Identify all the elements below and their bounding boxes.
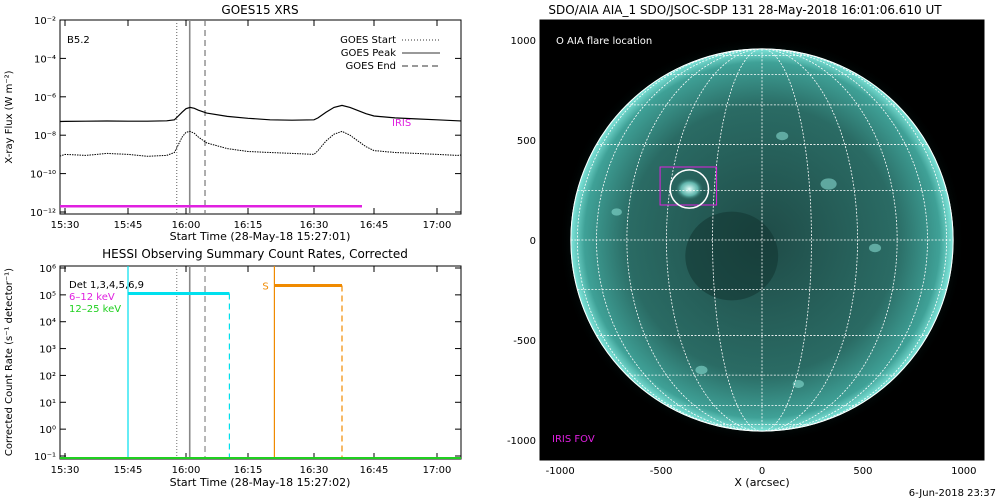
hessi-segment-label: S (262, 281, 268, 292)
legend-goes-peak-label: GOES Peak (341, 48, 396, 59)
hessi-y-label: Corrected Count Rate (s⁻¹ detector⁻¹) (4, 268, 15, 456)
aia-x-label: X (arcsec) (734, 476, 789, 489)
goes-y-axis: 10⁻¹² 10⁻¹⁰ 10⁻⁸ 10⁻⁶ 10⁻⁴ 10⁻² (30, 16, 461, 219)
x-tick-label: 17:00 (423, 465, 452, 476)
hessi-plot-frame (59, 265, 462, 460)
y-tick-label: 10⁵ (39, 291, 56, 302)
y-tick-label: 10⁻² (34, 16, 56, 27)
goes-event-lines (176, 20, 206, 214)
y-tick-label: 10⁻¹ (34, 452, 56, 463)
goes-y-label: X-ray Flux (W m⁻²) (4, 70, 15, 163)
aia-footer-timestamp: 6-Jun-2018 23:37 (909, 488, 996, 499)
flare-brightening (675, 177, 704, 201)
goes-legend: GOES Start GOES Peak GOES End (340, 35, 440, 72)
active-region (792, 380, 804, 388)
aia-x-tick-label: -1000 (546, 466, 575, 477)
goes-panel: GOES15 XRS 15:30 15:45 16:00 16:15 16:30 16:4… (4, 3, 462, 243)
aia-y-tick-label: -500 (513, 336, 536, 347)
y-tick-label: 10⁻¹⁰ (30, 170, 56, 181)
active-region (868, 243, 882, 253)
y-tick-label: 10² (39, 371, 56, 382)
y-tick-label: 10³ (39, 345, 56, 356)
x-tick-label: 15:45 (114, 220, 143, 231)
hessi-y-axis: 10⁻¹ 10⁰ 10¹ 10² 10³ 10⁴ 10⁵ 10⁶ (34, 264, 461, 463)
hessi-legend-title: Det 1,3,4,5,6,9 (69, 280, 144, 291)
x-tick-label: 16:15 (234, 220, 263, 231)
x-tick-label: 15:45 (114, 465, 143, 476)
aia-iris-fov-box (659, 166, 718, 206)
x-tick-label: 16:30 (300, 220, 329, 231)
goes-x-label: Start Time (28-May-18 15:27:01) (170, 230, 351, 243)
hessi-segments: S (127, 266, 343, 459)
legend-goes-end-label: GOES End (346, 61, 396, 72)
aia-active-regions (611, 131, 882, 388)
aia-x-axis: -1000 -500 0 500 1000 (546, 20, 977, 477)
y-tick-label: 10⁶ (39, 264, 56, 275)
aia-y-tick-label: 500 (517, 136, 536, 147)
goes-long-channel-series (60, 104, 461, 123)
longitude-line (712, 48, 763, 432)
y-tick-label: 10⁻⁸ (34, 131, 56, 142)
longitude-line (761, 48, 858, 432)
aia-y-axis: 1000 500 0 -500 -1000 (507, 36, 984, 447)
goes-plot-frame (59, 19, 462, 215)
hessi-legend: Det 1,3,4,5,6,9 6–12 keV 12–25 keV (69, 280, 144, 315)
longitude-line (761, 48, 928, 432)
longitude-line (761, 48, 898, 432)
active-region (776, 131, 789, 141)
x-tick-label: 17:00 (423, 220, 452, 231)
aia-y-tick-label: 0 (530, 236, 536, 247)
hessi-legend-12-25kev: 12–25 keV (69, 304, 121, 315)
y-tick-label: 10⁻¹² (30, 208, 56, 219)
y-tick-label: 10⁴ (39, 318, 56, 329)
aia-x-tick-label: 1000 (951, 466, 976, 477)
x-tick-label: 16:15 (234, 465, 263, 476)
y-tick-label: 10⁻⁴ (34, 54, 56, 65)
x-tick-label: 16:00 (172, 220, 201, 231)
y-tick-label: 10⁰ (39, 425, 56, 436)
x-tick-label: 16:45 (360, 465, 389, 476)
hessi-event-lines (176, 266, 206, 459)
active-region (695, 365, 708, 375)
aia-y-tick-label: -1000 (507, 436, 536, 447)
longitude-line (577, 48, 763, 432)
hessi-x-label: Start Time (28-May-18 15:27:02) (170, 476, 351, 489)
x-tick-label: 16:00 (172, 465, 201, 476)
active-region (611, 208, 622, 216)
goes-iris-label: IRIS (392, 118, 411, 129)
goes-title: GOES15 XRS (221, 3, 298, 17)
aia-y-tick-label: 1000 (511, 36, 536, 47)
dark-region (685, 211, 779, 301)
aia-flare-location-circle (669, 169, 710, 209)
aia-title: SDO/AIA AIA_1 SDO/JSOC-SDP 131 28-May-20… (548, 3, 942, 17)
hessi-legend-6-12kev: 6–12 keV (69, 292, 115, 303)
hessi-title: HESSI Observing Summary Count Rates, Cor… (102, 247, 408, 261)
x-tick-label: 15:30 (51, 220, 80, 231)
longitude-line (761, 48, 947, 432)
goes-class-label: B5.2 (67, 35, 90, 46)
legend-goes-start-label: GOES Start (340, 35, 396, 46)
x-tick-label: 16:30 (300, 465, 329, 476)
longitude-line (626, 48, 763, 432)
aia-heliographic-grid (570, 48, 954, 432)
longitude-line (666, 48, 763, 432)
longitude-line (596, 48, 763, 432)
y-tick-label: 10¹ (39, 398, 56, 409)
aia-x-tick-label: -500 (650, 466, 673, 477)
longitude-line (761, 48, 812, 432)
y-tick-label: 10⁻⁶ (34, 93, 56, 104)
goes-x-axis: 15:30 15:45 16:00 16:15 16:30 16:45 17:00 (51, 20, 452, 231)
aia-x-tick-label: 500 (853, 466, 872, 477)
aia-limb-outline (570, 48, 954, 432)
aia-panel: SDO/AIA AIA_1 SDO/JSOC-SDP 131 28-May-20… (507, 3, 996, 499)
aia-x-tick-label: 0 (759, 466, 765, 477)
active-region (820, 178, 837, 190)
hessi-panel: HESSI Observing Summary Count Rates, Cor… (4, 247, 462, 489)
x-tick-label: 16:45 (360, 220, 389, 231)
aia-iris-fov-label: IRIS FOV (552, 434, 595, 445)
aia-legend-flare-location: O AIA flare location (556, 36, 652, 47)
x-tick-label: 15:30 (51, 465, 80, 476)
goes-short-channel-series (60, 130, 461, 157)
